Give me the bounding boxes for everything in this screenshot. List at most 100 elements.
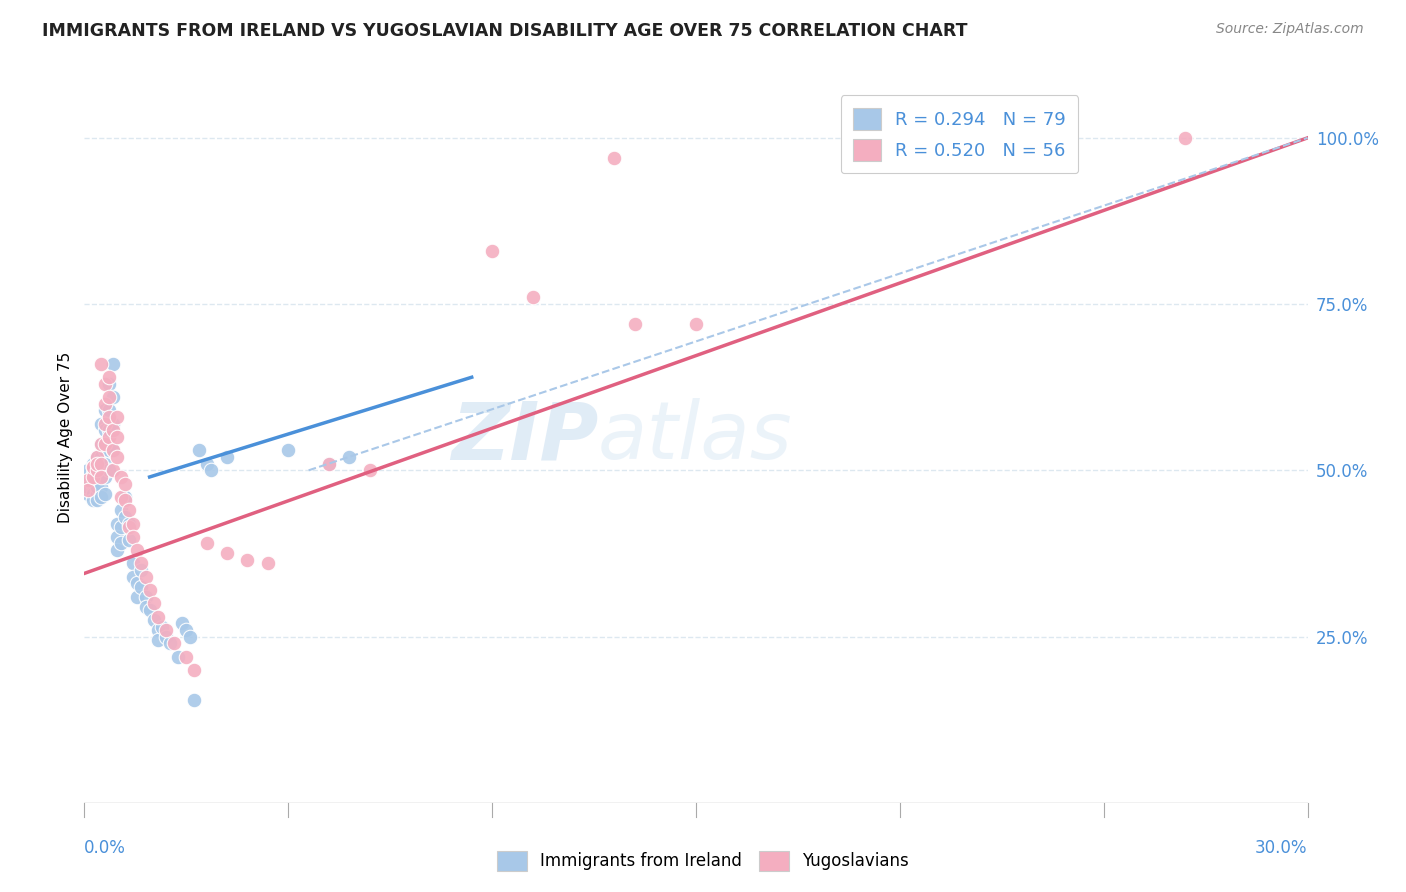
Point (105, 430, 128, 444)
Point (77, 480, 100, 494)
Point (86, 457, 108, 471)
Point (183, 663, 205, 677)
Point (82, 460, 104, 475)
Text: 30.0%: 30.0% (1256, 839, 1308, 857)
Legend: Immigrants from Ireland, Yugoslavians: Immigrants from Ireland, Yugoslavians (489, 842, 917, 880)
Point (131, 563, 153, 577)
Point (359, 463, 381, 477)
Point (114, 493, 136, 508)
Point (122, 570, 145, 584)
Point (195, 536, 218, 550)
Point (118, 503, 141, 517)
Point (93, 486, 115, 500)
Point (86, 473, 108, 487)
Point (97, 370, 120, 384)
Point (90, 436, 112, 450)
Point (105, 410, 128, 425)
Point (101, 357, 124, 371)
Point (90, 450, 112, 464)
Point (105, 450, 128, 464)
Text: Source: ZipAtlas.com: Source: ZipAtlas.com (1216, 22, 1364, 37)
Point (101, 390, 124, 404)
Point (131, 557, 153, 571)
Point (82, 467, 104, 481)
Point (97, 424, 120, 438)
Point (97, 430, 120, 444)
Text: atlas: atlas (598, 398, 793, 476)
Point (86, 493, 108, 508)
Point (82, 493, 104, 508)
Point (90, 490, 112, 504)
Point (200, 463, 222, 477)
Point (146, 632, 169, 647)
Point (77, 473, 100, 487)
Point (339, 450, 361, 464)
Point (142, 596, 165, 610)
Y-axis label: Disability Age Over 75: Disability Age Over 75 (58, 351, 73, 523)
Point (127, 576, 149, 591)
Point (110, 490, 132, 504)
Point (93, 397, 115, 411)
Text: IMMIGRANTS FROM IRELAND VS YUGOSLAVIAN DISABILITY AGE OVER 75 CORRELATION CHART: IMMIGRANTS FROM IRELAND VS YUGOSLAVIAN D… (42, 22, 967, 40)
Point (167, 649, 190, 664)
Point (97, 463, 120, 477)
Point (86, 457, 108, 471)
Point (110, 536, 132, 550)
Point (93, 436, 115, 450)
Point (82, 486, 104, 500)
Point (82, 483, 104, 498)
Point (77, 463, 100, 477)
Point (93, 470, 115, 484)
Point (101, 424, 124, 438)
Point (131, 580, 153, 594)
Point (118, 533, 141, 548)
Point (155, 623, 177, 637)
Point (101, 463, 124, 477)
Point (93, 424, 115, 438)
Point (142, 613, 165, 627)
Point (174, 649, 197, 664)
Point (159, 636, 181, 650)
Point (685, 317, 707, 331)
Point (86, 463, 108, 477)
Point (318, 457, 340, 471)
Point (236, 553, 259, 567)
Point (603, 151, 626, 165)
Point (114, 490, 136, 504)
Point (82, 476, 104, 491)
Point (146, 609, 169, 624)
Point (105, 530, 128, 544)
Point (86, 480, 108, 494)
Point (97, 403, 120, 417)
Point (481, 244, 503, 258)
Point (114, 476, 136, 491)
Point (122, 516, 145, 531)
Point (93, 403, 115, 417)
Point (118, 516, 141, 531)
Point (122, 530, 145, 544)
Point (82, 470, 104, 484)
Point (110, 470, 132, 484)
Point (90, 417, 112, 431)
Point (127, 543, 149, 558)
Point (90, 460, 112, 475)
Point (522, 290, 544, 304)
Point (146, 623, 169, 637)
Point (86, 486, 108, 500)
Point (86, 450, 108, 464)
Point (90, 470, 112, 484)
Point (97, 376, 120, 391)
Point (86, 450, 108, 464)
Point (217, 546, 239, 560)
Point (118, 520, 141, 534)
Point (1174, 131, 1197, 145)
Point (97, 443, 120, 458)
Point (110, 520, 132, 534)
Point (318, 457, 340, 471)
Point (77, 486, 100, 500)
Point (86, 483, 108, 498)
Point (90, 436, 112, 450)
Point (82, 457, 104, 471)
Point (82, 470, 104, 484)
Point (82, 460, 104, 475)
